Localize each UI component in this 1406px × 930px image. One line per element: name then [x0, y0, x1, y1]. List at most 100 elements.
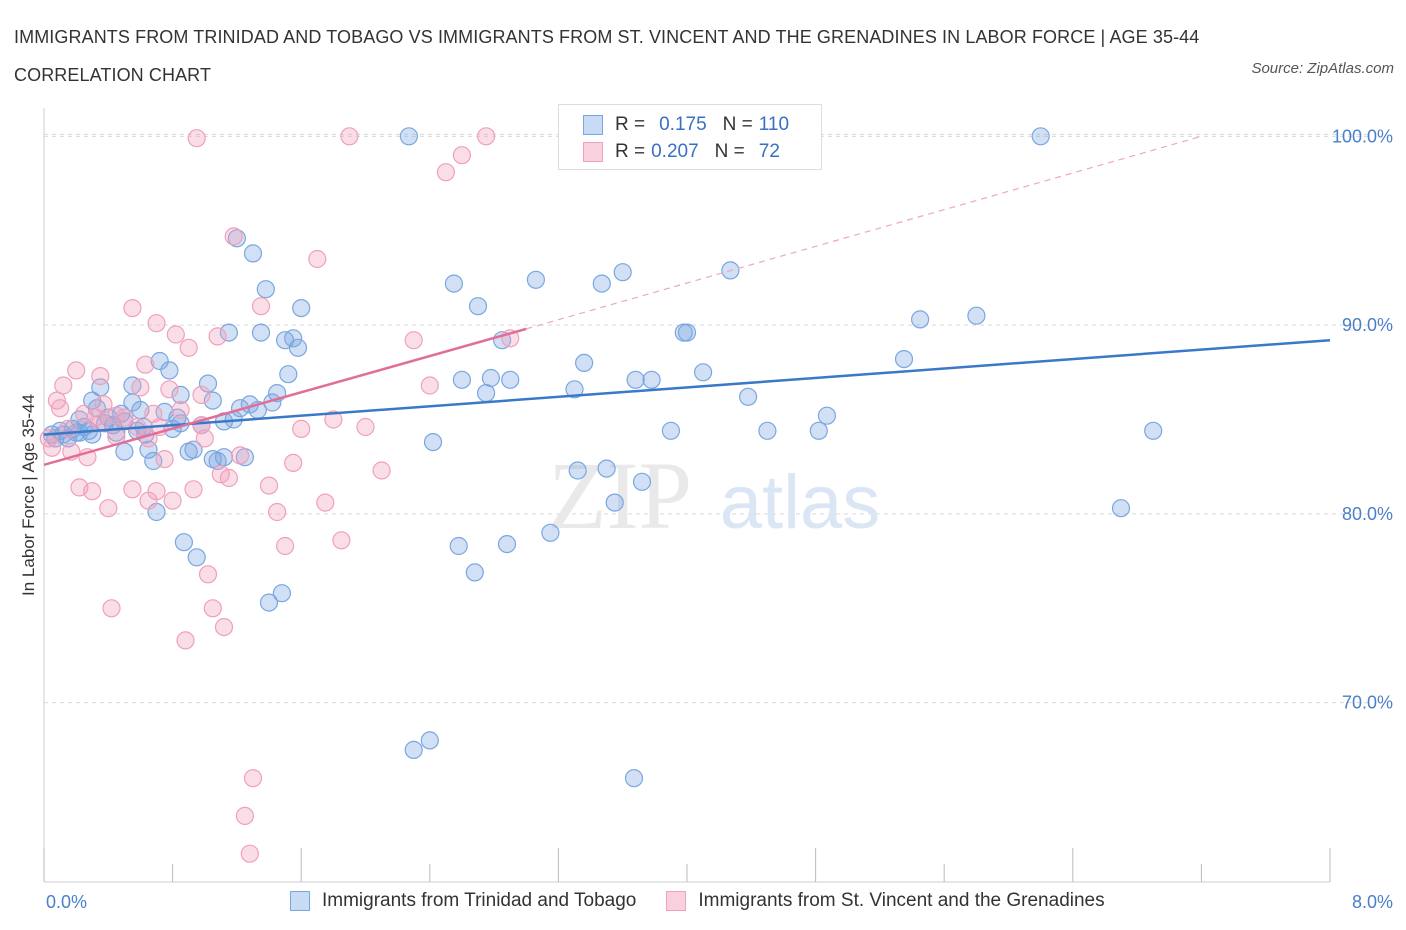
data-point: [91, 414, 110, 433]
data-point: [592, 274, 611, 293]
data-point: [632, 472, 652, 491]
data-point: [356, 417, 375, 437]
trend-line-stvincent: [43, 327, 527, 466]
n-label: N =: [722, 114, 753, 135]
data-point: [259, 593, 279, 612]
data-point: [115, 442, 134, 461]
data-point: [131, 378, 150, 397]
data-point: [332, 531, 351, 550]
data-point: [910, 310, 930, 329]
data-point: [268, 502, 287, 522]
legend-swatch-blue: [290, 891, 310, 911]
data-point: [661, 421, 681, 440]
legend-swatch-pink: [666, 891, 687, 911]
data-point: [477, 384, 496, 403]
grid-lines: [44, 133, 1370, 704]
data-point: [967, 306, 986, 325]
legend-label: Immigrants from Trinidad and Tobago: [322, 890, 637, 911]
data-point: [324, 410, 343, 429]
data-point: [449, 536, 468, 556]
data-point: [160, 361, 179, 380]
data-point: [423, 433, 443, 452]
data-point: [292, 299, 311, 318]
tick-labels: 70.0% 80.0% 90.0% 100.0% 0.0% 8.0%: [46, 126, 1393, 912]
data-point: [693, 363, 713, 382]
data-point: [195, 429, 214, 448]
data-point: [404, 740, 423, 760]
data-point: [227, 229, 246, 248]
data-point: [565, 380, 584, 399]
data-point: [107, 406, 126, 425]
data-point: [224, 227, 243, 246]
data-point: [272, 584, 291, 603]
data-point: [568, 461, 587, 480]
data-point: [481, 368, 500, 388]
n-value: 110: [758, 114, 790, 135]
data-point: [214, 448, 234, 467]
watermark: ZIP atlas: [548, 442, 880, 549]
y-tick-label: 100.0%: [1332, 126, 1393, 146]
trend-line-trinidad: [43, 338, 1331, 436]
data-point: [1111, 499, 1131, 518]
data-point: [420, 376, 439, 395]
data-point: [1144, 421, 1163, 440]
data-point: [541, 523, 560, 542]
data-point: [192, 385, 211, 404]
data-point: [279, 365, 298, 384]
data-point: [613, 263, 632, 282]
r-value: 0.175: [659, 114, 707, 135]
data-point: [187, 129, 206, 148]
stats-row-trinidad: R = 0.175 N = 110: [583, 114, 797, 136]
data-point: [231, 446, 250, 465]
data-point: [436, 163, 455, 182]
data-point: [136, 355, 155, 374]
data-point: [468, 297, 488, 316]
data-point: [198, 374, 218, 393]
data-point: [174, 533, 193, 552]
data-point: [214, 617, 234, 637]
data-point: [102, 599, 121, 618]
data-point: [372, 461, 391, 480]
y-tick-label: 80.0%: [1342, 504, 1393, 524]
data-point: [738, 387, 758, 406]
data-point: [758, 421, 777, 440]
data-point: [292, 419, 311, 438]
data-point: [184, 440, 203, 459]
data-point: [91, 367, 110, 386]
data-point: [160, 380, 179, 399]
data-point: [251, 297, 271, 316]
data-point: [203, 391, 222, 410]
data-point: [171, 400, 190, 420]
data-point: [240, 844, 259, 863]
data-point: [83, 482, 102, 501]
data-point: [67, 361, 86, 380]
data-point: [284, 453, 303, 472]
data-point: [163, 491, 182, 510]
data-point: [624, 769, 644, 788]
data-point: [75, 404, 94, 423]
y-tick-label: 70.0%: [1342, 693, 1393, 713]
legend-item-stvincent: Immigrants from St. Vincent and the Gren…: [666, 890, 1105, 912]
data-point: [340, 127, 359, 146]
data-point: [147, 314, 166, 333]
data-point: [399, 127, 418, 146]
data-point: [288, 338, 308, 357]
data-point: [208, 327, 227, 346]
svg-text:atlas: atlas: [720, 460, 881, 545]
data-point: [817, 406, 837, 425]
data-point: [526, 270, 546, 289]
data-point: [276, 536, 295, 556]
n-label: N =: [714, 141, 745, 162]
legend-swatch-pink: [583, 142, 603, 162]
data-point: [677, 323, 697, 342]
data-point: [50, 399, 70, 418]
data-point: [99, 499, 118, 518]
data-point: [184, 480, 203, 499]
data-point: [243, 769, 263, 788]
data-point: [284, 329, 303, 348]
data-point: [123, 299, 142, 318]
x-tick-label: 8.0%: [1352, 892, 1393, 912]
data-point: [605, 493, 624, 512]
data-point: [166, 325, 185, 344]
